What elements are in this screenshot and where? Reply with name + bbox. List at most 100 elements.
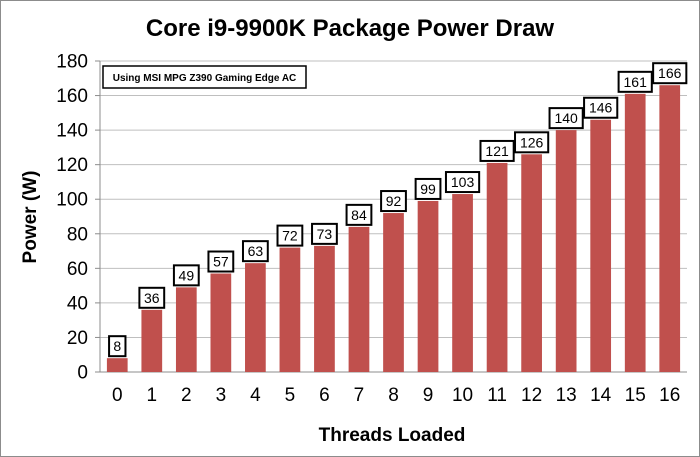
data-label: 146 — [583, 96, 619, 119]
x-tick-label: 0 — [112, 385, 123, 406]
chart-title: Core i9-9900K Package Power Draw — [146, 15, 555, 42]
data-label: 92 — [380, 190, 407, 213]
data-label-text: 126 — [520, 134, 544, 150]
y-tick-label: 160 — [56, 86, 88, 107]
data-label: 121 — [479, 139, 515, 162]
x-tick-label: 7 — [354, 385, 365, 406]
data-label: 63 — [241, 240, 269, 263]
data-label-box — [617, 70, 653, 93]
x-tick-label: 16 — [659, 385, 680, 406]
bar — [555, 130, 577, 372]
x-tick-label: 4 — [250, 385, 261, 406]
data-label-text: 121 — [485, 143, 509, 159]
data-label-text: 103 — [451, 174, 475, 190]
bar — [452, 194, 473, 372]
annotation-box: Using MSI MPG Z390 Gaming Edge AC — [102, 65, 307, 89]
y-tick-label: 60 — [67, 259, 88, 280]
data-label-text: 36 — [144, 290, 160, 306]
bar — [486, 162, 508, 372]
data-label: 72 — [276, 224, 304, 247]
data-label: 49 — [172, 264, 200, 287]
x-tick-label: 12 — [521, 385, 542, 406]
x-tick-label: 15 — [625, 385, 646, 406]
y-tick-labels: 0 20 40 60 80 100 120 140 160 180 — [56, 52, 88, 384]
bar — [590, 119, 612, 372]
data-label-box — [414, 177, 442, 200]
x-tick-label: 11 — [487, 385, 507, 406]
data-label-box — [583, 96, 619, 119]
bar — [141, 309, 163, 372]
y-tick-label: 80 — [67, 224, 88, 245]
data-label-text: 146 — [589, 100, 613, 116]
bar — [348, 226, 370, 372]
data-label: 57 — [207, 250, 235, 273]
y-tick-label: 0 — [77, 363, 88, 384]
data-label-box — [172, 264, 200, 287]
data-label-box — [207, 250, 235, 273]
data-label: 8 — [108, 335, 127, 358]
data-labels: 8 36 49 57 63 72 73 84 92 99 103 121 126 140 146 161 166 — [108, 62, 688, 358]
data-label-box — [241, 240, 269, 263]
data-label: 73 — [311, 222, 338, 245]
x-tick-label: 14 — [590, 385, 612, 406]
data-label-box — [138, 286, 166, 309]
data-label: 36 — [138, 286, 166, 309]
data-label-box — [311, 222, 338, 245]
data-label-box — [514, 131, 550, 154]
y-axis-label: Power (W) — [20, 171, 41, 264]
data-label-text: 72 — [282, 228, 298, 244]
data-label-text: 92 — [386, 193, 402, 209]
data-label-box — [444, 171, 481, 194]
data-label-text: 166 — [658, 65, 682, 81]
x-tick-label: 6 — [319, 385, 330, 406]
y-tick-label: 100 — [56, 190, 88, 211]
data-label: 103 — [444, 171, 481, 194]
data-label: 140 — [548, 107, 584, 130]
data-label-box — [345, 203, 373, 226]
annotation-text: Using MSI MPG Z390 Gaming Edge AC — [113, 73, 297, 84]
data-label-box — [652, 62, 688, 85]
bar — [659, 85, 681, 372]
data-label: 166 — [652, 62, 688, 85]
data-label-box — [479, 139, 515, 162]
bar — [521, 154, 542, 372]
bar — [314, 245, 335, 372]
data-label-box — [548, 107, 584, 130]
data-label-text: 73 — [317, 226, 333, 242]
bar — [245, 263, 266, 372]
bar — [210, 273, 232, 372]
bar — [106, 358, 128, 372]
bar — [279, 247, 301, 372]
y-tick-label: 40 — [67, 293, 88, 314]
data-label: 161 — [617, 70, 653, 93]
data-label-text: 57 — [213, 254, 229, 270]
x-axis-label: Threads Loaded — [319, 425, 466, 446]
x-tick-label: 10 — [452, 385, 473, 406]
y-tick-label: 120 — [56, 155, 88, 176]
data-label-text: 49 — [179, 267, 195, 283]
data-label-box — [108, 335, 127, 358]
bars — [106, 85, 681, 373]
data-label-box — [276, 224, 304, 247]
data-label-text: 8 — [113, 338, 121, 354]
x-tick-labels: 0 1 2 3 4 5 6 7 8 9 10 11 12 13 14 15 16 — [112, 385, 680, 406]
data-label-box — [380, 190, 407, 213]
data-label-text: 140 — [554, 110, 578, 126]
bar — [383, 213, 404, 372]
x-tick-label: 1 — [147, 385, 158, 406]
y-tick-label: 140 — [56, 121, 88, 142]
x-tick-label: 13 — [556, 385, 577, 406]
x-tick-label: 8 — [388, 385, 399, 406]
bar — [624, 93, 646, 373]
y-tick-label: 20 — [67, 328, 88, 349]
data-label-text: 84 — [351, 207, 367, 223]
bar — [175, 287, 197, 372]
x-tick-label: 2 — [181, 385, 192, 406]
x-tick-label: 3 — [216, 385, 227, 406]
y-tick-label: 180 — [56, 52, 88, 73]
data-label-text: 99 — [420, 181, 436, 197]
data-label: 99 — [414, 177, 442, 200]
data-label: 126 — [514, 131, 550, 154]
